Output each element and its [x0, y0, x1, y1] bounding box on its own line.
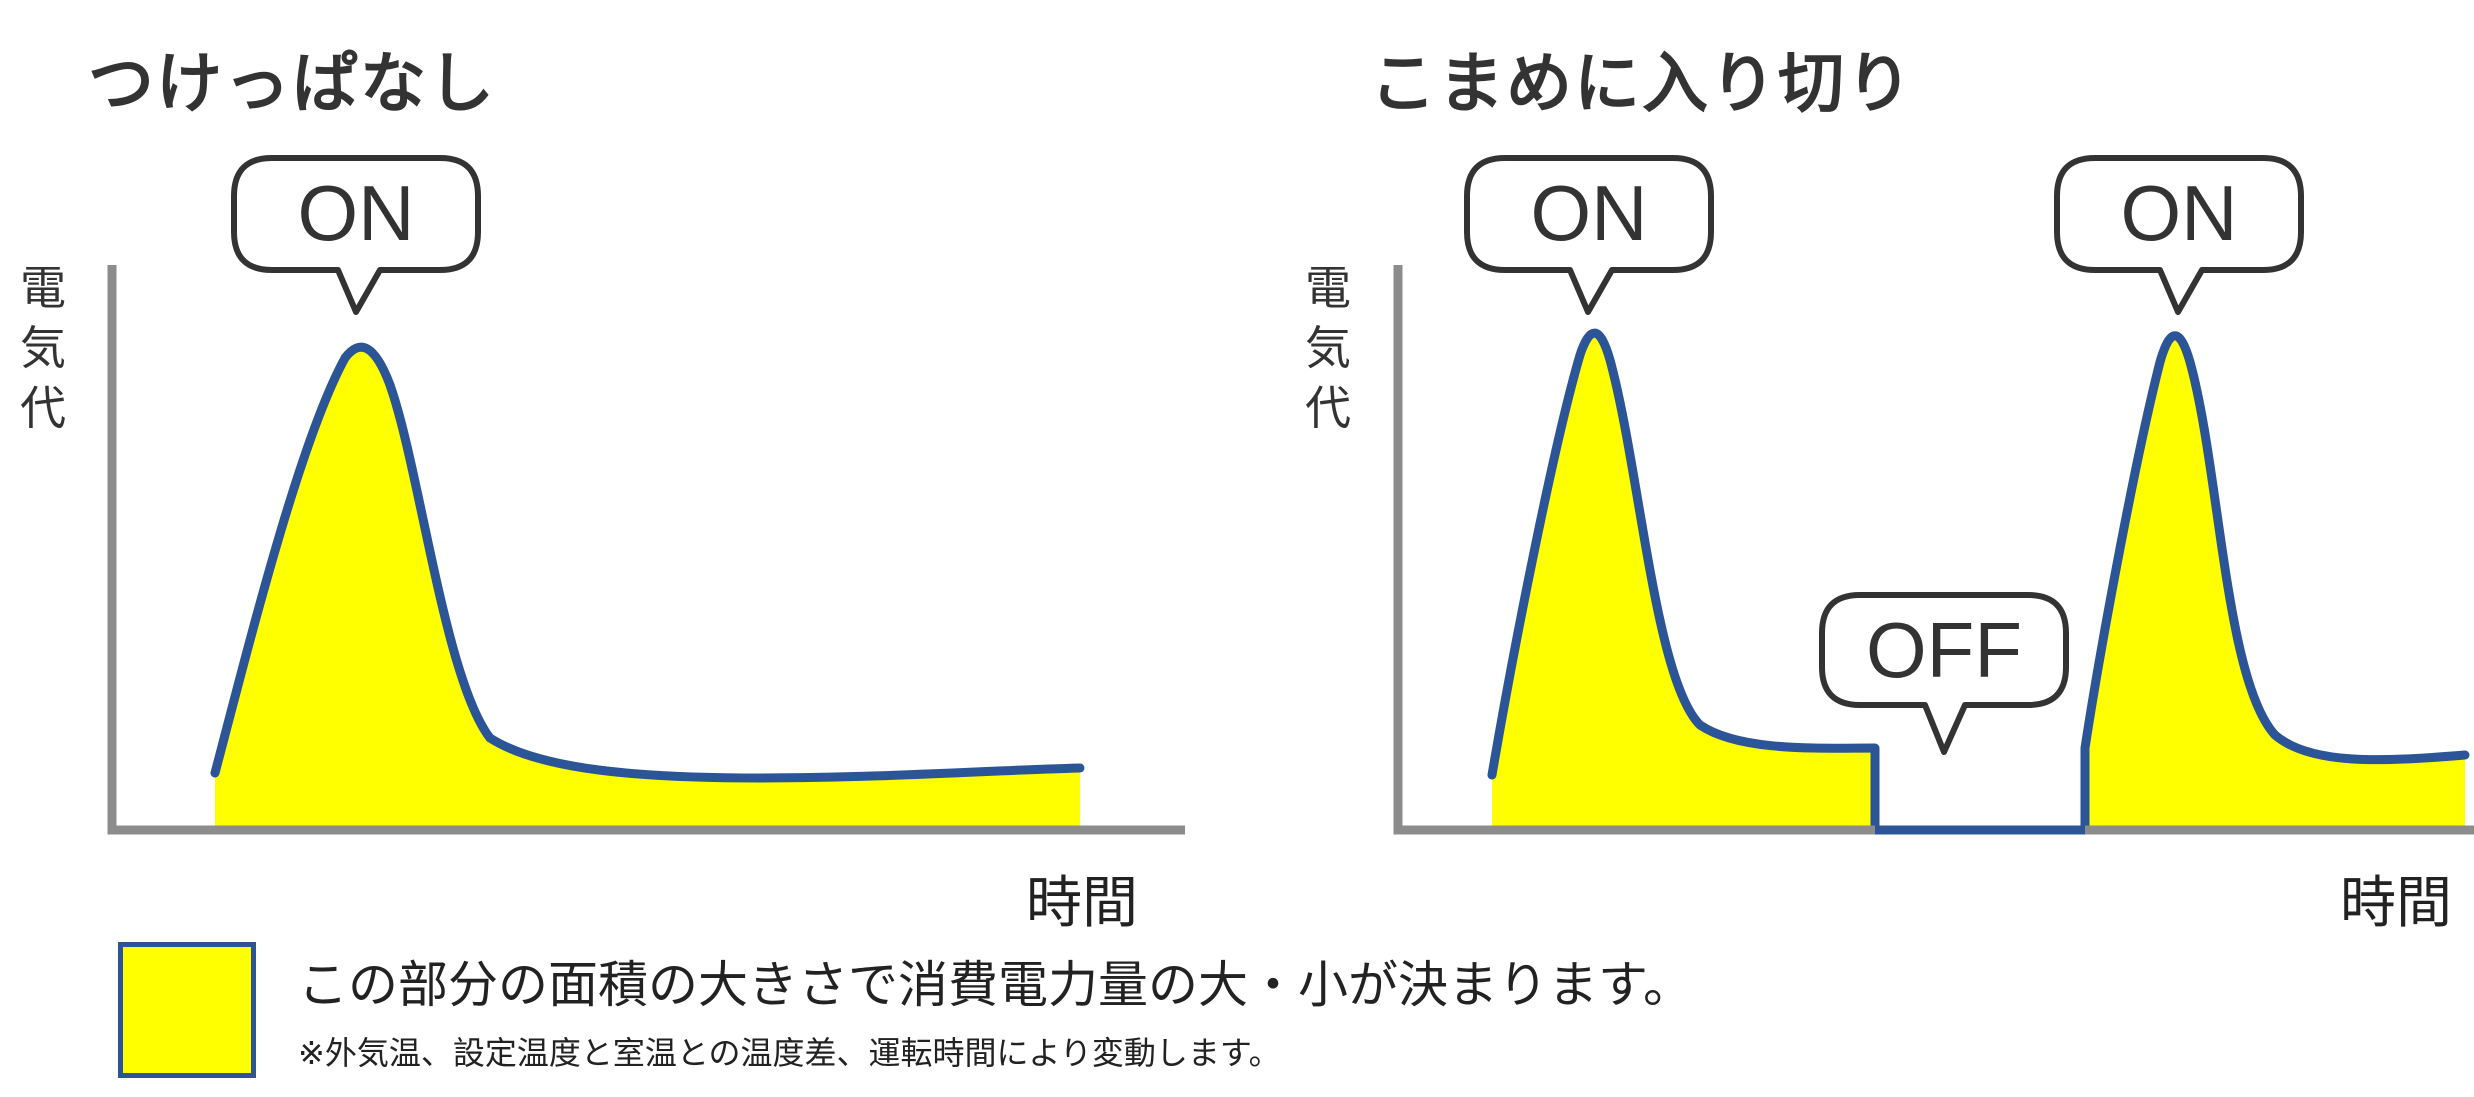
callout-label: ON [2121, 169, 2238, 257]
callout-on-right-2: ON [2054, 155, 2304, 315]
legend-swatch [118, 942, 256, 1078]
left-y-axis-label: 電 気 代 [18, 258, 68, 438]
callout-on-left: ON [231, 155, 481, 315]
left-x-axis-label: 時間 [1026, 871, 1138, 936]
right-y-axis-label: 電 気 代 [1303, 258, 1353, 438]
right-chart [1393, 265, 2474, 835]
y-label-char: 電 [20, 261, 66, 315]
y-label-char: 代 [1305, 381, 1351, 435]
callout-off: OFF [1819, 592, 2069, 755]
left-chart [107, 265, 1185, 835]
right-x-axis-label: 時間 [2340, 871, 2452, 936]
left-consumption-curve [210, 342, 1085, 783]
right-panel-title: こまめに入り切り [1370, 45, 1914, 122]
y-label-char: 気 [1305, 321, 1351, 375]
callout-label: OFF [1866, 606, 2022, 694]
y-label-char: 気 [20, 321, 66, 375]
callout-label: ON [298, 169, 415, 257]
left-energy-area [215, 347, 1080, 828]
y-label-char: 代 [20, 381, 66, 435]
right-energy-area-1 [1492, 333, 1875, 828]
callout-label: ON [1531, 169, 1648, 257]
left-panel-title: つけっぱなし [88, 45, 496, 122]
y-label-char: 電 [1305, 261, 1351, 315]
legend-main-text: この部分の面積の大きさで消費電力量の大・小が決まります。 [298, 956, 1693, 1014]
legend-note-text: ※外気温、設定温度と室温との温度差、運転時間により変動します。 [298, 1034, 1281, 1072]
left-axes [107, 265, 1185, 835]
callout-on-right-1: ON [1464, 155, 1714, 315]
right-energy-area-2 [2085, 335, 2465, 828]
right-axes [1393, 265, 2474, 835]
